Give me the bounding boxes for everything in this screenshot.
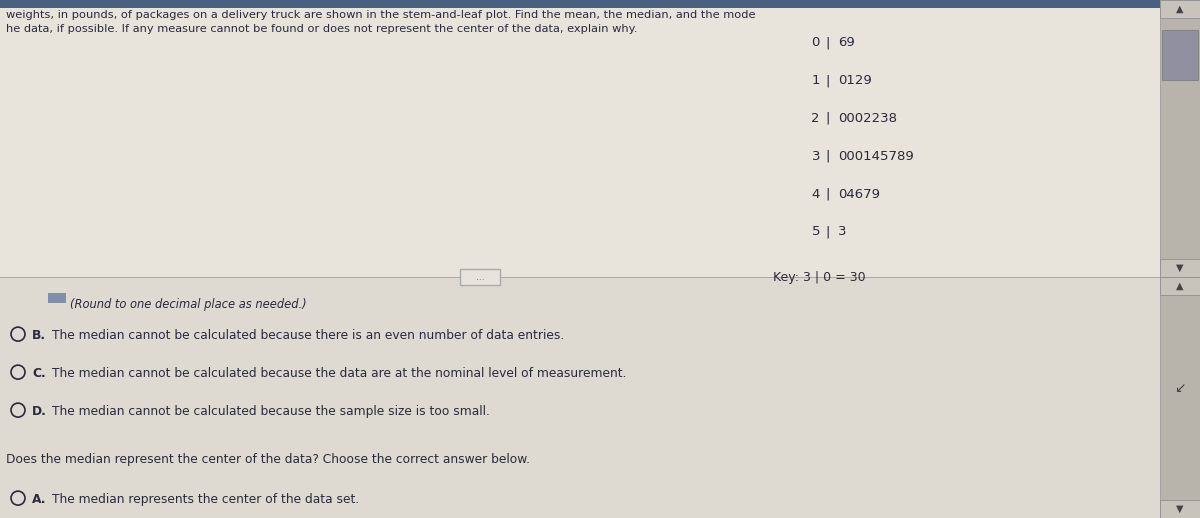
Text: ▼: ▼	[1176, 504, 1183, 514]
Text: B.: B.	[32, 329, 46, 342]
Text: 000145789: 000145789	[838, 150, 913, 163]
Text: The median represents the center of the data set.: The median represents the center of the …	[52, 493, 359, 506]
Text: |: |	[826, 74, 830, 87]
Text: |: |	[826, 150, 830, 163]
Bar	[460, 269, 500, 285]
Bar	[1162, 30, 1198, 80]
Text: 3: 3	[811, 150, 820, 163]
Bar	[48, 293, 66, 303]
Text: |: |	[826, 36, 830, 49]
Text: 0129: 0129	[838, 74, 871, 87]
Bar	[1160, 277, 1200, 518]
Text: 04679: 04679	[838, 188, 880, 200]
Text: 5: 5	[811, 225, 820, 238]
Bar	[1160, 277, 1200, 295]
Text: ...: ...	[475, 272, 485, 282]
Text: |: |	[826, 112, 830, 125]
Text: |: |	[826, 188, 830, 200]
Text: 2: 2	[811, 112, 820, 125]
Text: The median cannot be calculated because there is an even number of data entries.: The median cannot be calculated because …	[52, 329, 564, 342]
Text: The median cannot be calculated because the sample size is too small.: The median cannot be calculated because …	[52, 405, 490, 418]
Text: Does the median represent the center of the data? Choose the correct answer belo: Does the median represent the center of …	[6, 453, 530, 466]
Text: C.: C.	[32, 367, 46, 380]
Bar	[1160, 0, 1200, 277]
Bar	[0, 277, 1160, 518]
Text: |: |	[826, 225, 830, 238]
Text: ▼: ▼	[1176, 263, 1183, 273]
Bar	[1160, 500, 1200, 518]
Text: The median cannot be calculated because the data are at the nominal level of mea: The median cannot be calculated because …	[52, 367, 626, 380]
Text: Key: 3 | 0 = 30: Key: 3 | 0 = 30	[773, 271, 865, 284]
Text: 1: 1	[811, 74, 820, 87]
Text: 0002238: 0002238	[838, 112, 896, 125]
Text: 4: 4	[811, 188, 820, 200]
Text: ▲: ▲	[1176, 4, 1183, 14]
Bar	[0, 0, 1160, 277]
Text: 69: 69	[838, 36, 854, 49]
Bar	[0, 0, 1160, 8]
Text: ↙: ↙	[1174, 381, 1186, 395]
Bar	[1160, 259, 1200, 277]
Text: weights, in pounds, of packages on a delivery truck are shown in the stem-and-le: weights, in pounds, of packages on a del…	[6, 10, 756, 20]
Text: 0: 0	[811, 36, 820, 49]
Text: ▲: ▲	[1176, 281, 1183, 291]
Text: 3: 3	[838, 225, 846, 238]
Bar	[0, 277, 1160, 278]
Text: D.: D.	[32, 405, 47, 418]
Bar	[1160, 0, 1200, 18]
Text: A.: A.	[32, 493, 47, 506]
Text: (Round to one decimal place as needed.): (Round to one decimal place as needed.)	[70, 298, 307, 311]
Text: he data, if possible. If any measure cannot be found or does not represent the c: he data, if possible. If any measure can…	[6, 24, 637, 34]
